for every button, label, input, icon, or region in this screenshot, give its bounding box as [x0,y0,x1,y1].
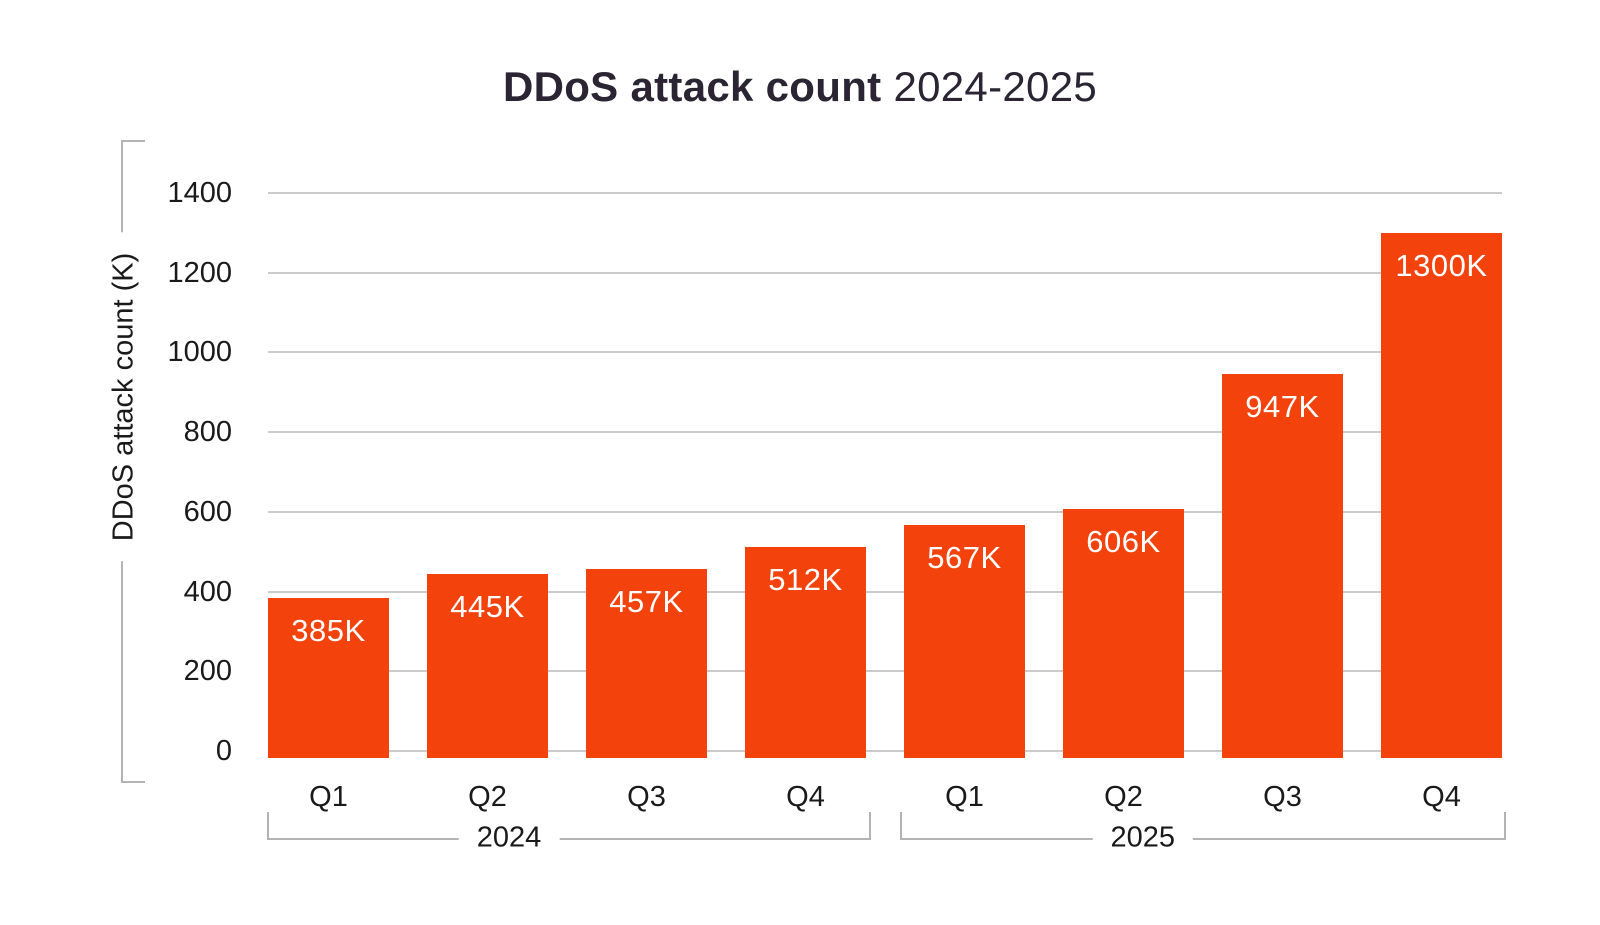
bar-q1-2024: 385K [268,597,389,758]
bar-value-label: 567K [927,540,1002,576]
x-tick-label-q4-2025: Q4 [1422,781,1461,813]
y-tick-label-200: 200 [183,655,232,688]
chart-title: DDoS attack count 2024-2025 [0,63,1600,110]
gridline-1400 [268,192,1502,194]
chart-title-main: DDoS attack count [502,63,882,110]
y-tick-label-1000: 1000 [167,336,232,369]
gridlines [268,192,1502,758]
x-tick-label-q3-2024: Q3 [627,781,666,813]
bar-value-label: 1300K [1395,247,1488,283]
bars: 385K 445K 457K 512K 567K 606K 947K 1300K [268,193,1502,758]
bar-q3-2024: 457K [586,568,707,758]
y-tick-label-400: 400 [183,575,232,608]
gridline-1200 [268,271,1502,274]
x-axis-labels: Q1 Q2 Q3 Q4 Q1 Q2 Q3 Q4 [268,781,1502,814]
year-label-2025: 2025 [1092,821,1194,855]
chart-title-period: 2024-2025 [893,63,1098,110]
year-bracket-2024: 2024 [267,812,871,855]
x-tick-label-q1-2025: Q1 [945,781,984,813]
y-axis-ticks: 0 200 400 600 800 1000 1200 1400 [130,178,232,766]
bar-value-label: 445K [450,588,525,624]
y-tick-label-600: 600 [183,495,232,528]
gridline-0 [268,750,1502,752]
bar-value-label: 947K [1245,388,1320,424]
y-tick-label-1200: 1200 [167,256,232,289]
x-tick-label-q2-2024: Q2 [468,781,507,813]
y-tick-label-1400: 1400 [167,177,232,209]
gridline-800 [268,431,1502,434]
gridline-200 [268,670,1502,673]
bar-q3-2025: 947K [1222,373,1343,758]
bar-q2-2024: 445K [427,573,548,758]
gridline-400 [268,590,1502,593]
x-tick-label-q3-2025: Q3 [1263,781,1302,813]
gridline-1000 [268,351,1502,354]
gridline-600 [268,510,1502,513]
year-label-2024: 2024 [458,821,560,855]
year-bracket-2025: 2025 [900,812,1506,855]
bar-value-label: 606K [1086,524,1161,560]
x-tick-label-q4-2024: Q4 [786,781,825,813]
plot-area: 385K 445K 457K 512K 567K 606K 947K 1300K [268,192,1502,758]
bar-q4-2024: 512K [745,546,866,758]
y-tick-label-0: 0 [215,735,232,767]
x-tick-label-q1-2024: Q1 [309,781,348,813]
y-tick-label-800: 800 [183,416,232,449]
bar-q2-2025: 606K [1063,509,1184,758]
y-axis-bracket: DDoS attack count (K) [107,140,145,783]
bar-q1-2025: 567K [904,525,1025,758]
bar-value-label: 457K [609,583,684,619]
bar-value-label: 385K [291,612,366,648]
bar-q4-2025: 1300K [1381,232,1502,758]
bar-value-label: 512K [768,561,843,597]
x-tick-label-q2-2025: Q2 [1104,781,1143,813]
